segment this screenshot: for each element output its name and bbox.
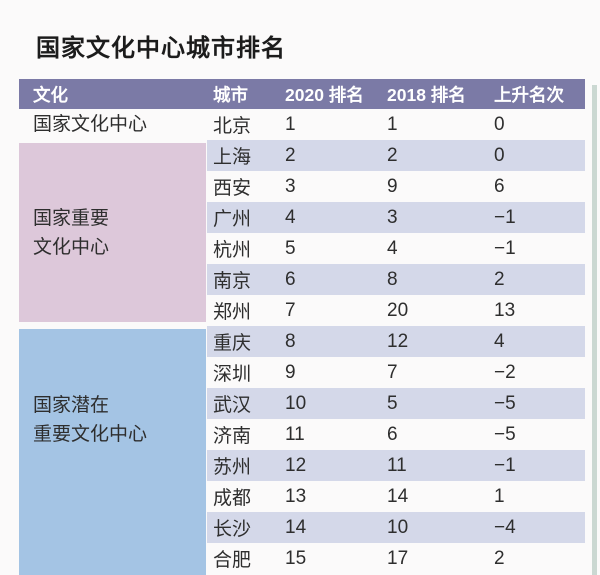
page-title: 国家文化中心城市排名 [36,35,286,62]
table-row: 西安 3 9 6 [207,171,585,202]
cell-rank-2020: 2 [285,144,296,166]
table-row: 济南 11 6 −5 [207,419,585,450]
cell-city: 南京 [213,271,252,292]
cell-rank-2018: 6 [387,423,398,445]
cell-rank-change: −2 [494,361,516,383]
cell-rank-2020: 12 [285,454,307,476]
cell-rank-2018: 11 [387,454,407,476]
cell-city: 杭州 [213,240,252,261]
cell-rank-2020: 8 [285,330,296,352]
cell-rank-change: −5 [494,423,516,445]
cell-rank-change: 0 [494,144,505,166]
cell-rank-2020: 14 [285,516,307,538]
header-cell-city: 城市 [213,84,248,105]
table-row: 上海 2 2 0 [207,140,585,171]
cell-rank-change: −4 [494,516,516,538]
cell-rank-2020: 5 [285,237,296,259]
group-label-line: 国家潜在 [33,395,110,416]
group-cell-national-center: 国家文化中心 [19,109,206,140]
cell-rank-2020: 11 [285,423,305,445]
table-rows: 北京 1 1 0 上海 2 2 0 西安 3 9 6 广州 4 3 −1 杭州 … [207,109,585,574]
cell-city: 郑州 [213,302,252,323]
cell-rank-change: −5 [494,392,516,414]
page-edge-strip [592,85,597,575]
cell-rank-change: 6 [494,175,505,197]
header-cell-culture: 文化 [33,84,68,105]
table-row: 武汉 10 5 −5 [207,388,585,419]
table-row: 北京 1 1 0 [207,109,585,140]
cell-rank-2018: 17 [387,547,409,569]
cell-rank-2018: 5 [387,392,398,414]
cell-rank-2020: 6 [285,268,296,290]
cell-rank-2018: 7 [387,361,398,383]
table-row: 深圳 9 7 −2 [207,357,585,388]
header-cell-rank-change: 上升名次 [494,84,564,105]
table-row: 长沙 14 10 −4 [207,512,585,543]
cell-city: 重庆 [213,333,252,354]
cell-rank-2018: 3 [387,206,398,228]
cell-rank-change: −1 [494,454,516,476]
cell-city: 上海 [213,147,252,168]
cell-rank-2020: 9 [285,361,296,383]
cell-rank-change: 13 [494,299,516,321]
cell-rank-2018: 14 [387,485,409,507]
table-row: 合肥 15 17 2 [207,543,585,574]
header-cell-rank-2018: 2018 排名 [387,84,466,105]
header-cell-rank-2020: 2020 排名 [285,84,364,105]
table-row: 成都 13 14 1 [207,481,585,512]
cell-rank-2020: 13 [285,485,307,507]
group-cell-important-centers: 国家重要 文化中心 [19,143,206,322]
cell-rank-2018: 10 [387,516,409,538]
cell-rank-2020: 3 [285,175,296,197]
cell-city: 长沙 [213,519,252,540]
group-cell-potential-centers: 国家潜在 重要文化中心 [19,329,206,575]
cell-rank-2018: 4 [387,237,398,259]
cell-city: 西安 [213,178,252,199]
group-label-line: 文化中心 [33,236,110,258]
cell-rank-2018: 9 [387,175,398,197]
cell-city: 济南 [213,426,252,447]
table-row: 苏州 12 11 −1 [207,450,585,481]
cell-city: 深圳 [213,364,252,385]
cell-rank-2018: 1 [387,113,398,135]
group-label: 国家文化中心 [33,114,148,135]
cell-rank-change: 4 [494,330,505,352]
table-row: 广州 4 3 −1 [207,202,585,233]
cell-rank-2018: 8 [387,268,398,290]
cell-rank-2020: 1 [285,113,296,135]
cell-rank-2018: 12 [387,330,409,352]
cell-city: 北京 [213,116,252,137]
cell-rank-2020: 4 [285,206,296,228]
group-label-line: 国家重要 [33,207,110,229]
cell-rank-change: −1 [494,237,516,259]
table-header-row: 文化 城市 2020 排名 2018 排名 上升名次 [19,79,585,109]
cell-city: 成都 [213,488,252,509]
cell-city: 广州 [213,209,252,230]
cell-rank-2020: 15 [285,547,307,569]
cell-rank-change: 0 [494,113,505,135]
cell-rank-2018: 20 [387,299,409,321]
table-row: 重庆 8 12 4 [207,326,585,357]
cell-rank-change: 2 [494,547,505,569]
cell-rank-change: 1 [494,485,505,507]
cell-rank-2020: 7 [285,299,296,321]
cell-city: 武汉 [213,395,252,416]
cell-rank-2020: 10 [285,392,307,414]
table-row: 杭州 5 4 −1 [207,233,585,264]
table-row: 南京 6 8 2 [207,264,585,295]
cell-rank-change: −1 [494,206,516,228]
cell-city: 苏州 [213,457,252,478]
cell-rank-2018: 2 [387,144,398,166]
table-row: 郑州 7 20 13 [207,295,585,326]
group-label-line: 重要文化中心 [33,424,148,445]
cell-rank-change: 2 [494,268,505,290]
cell-city: 合肥 [213,550,252,571]
